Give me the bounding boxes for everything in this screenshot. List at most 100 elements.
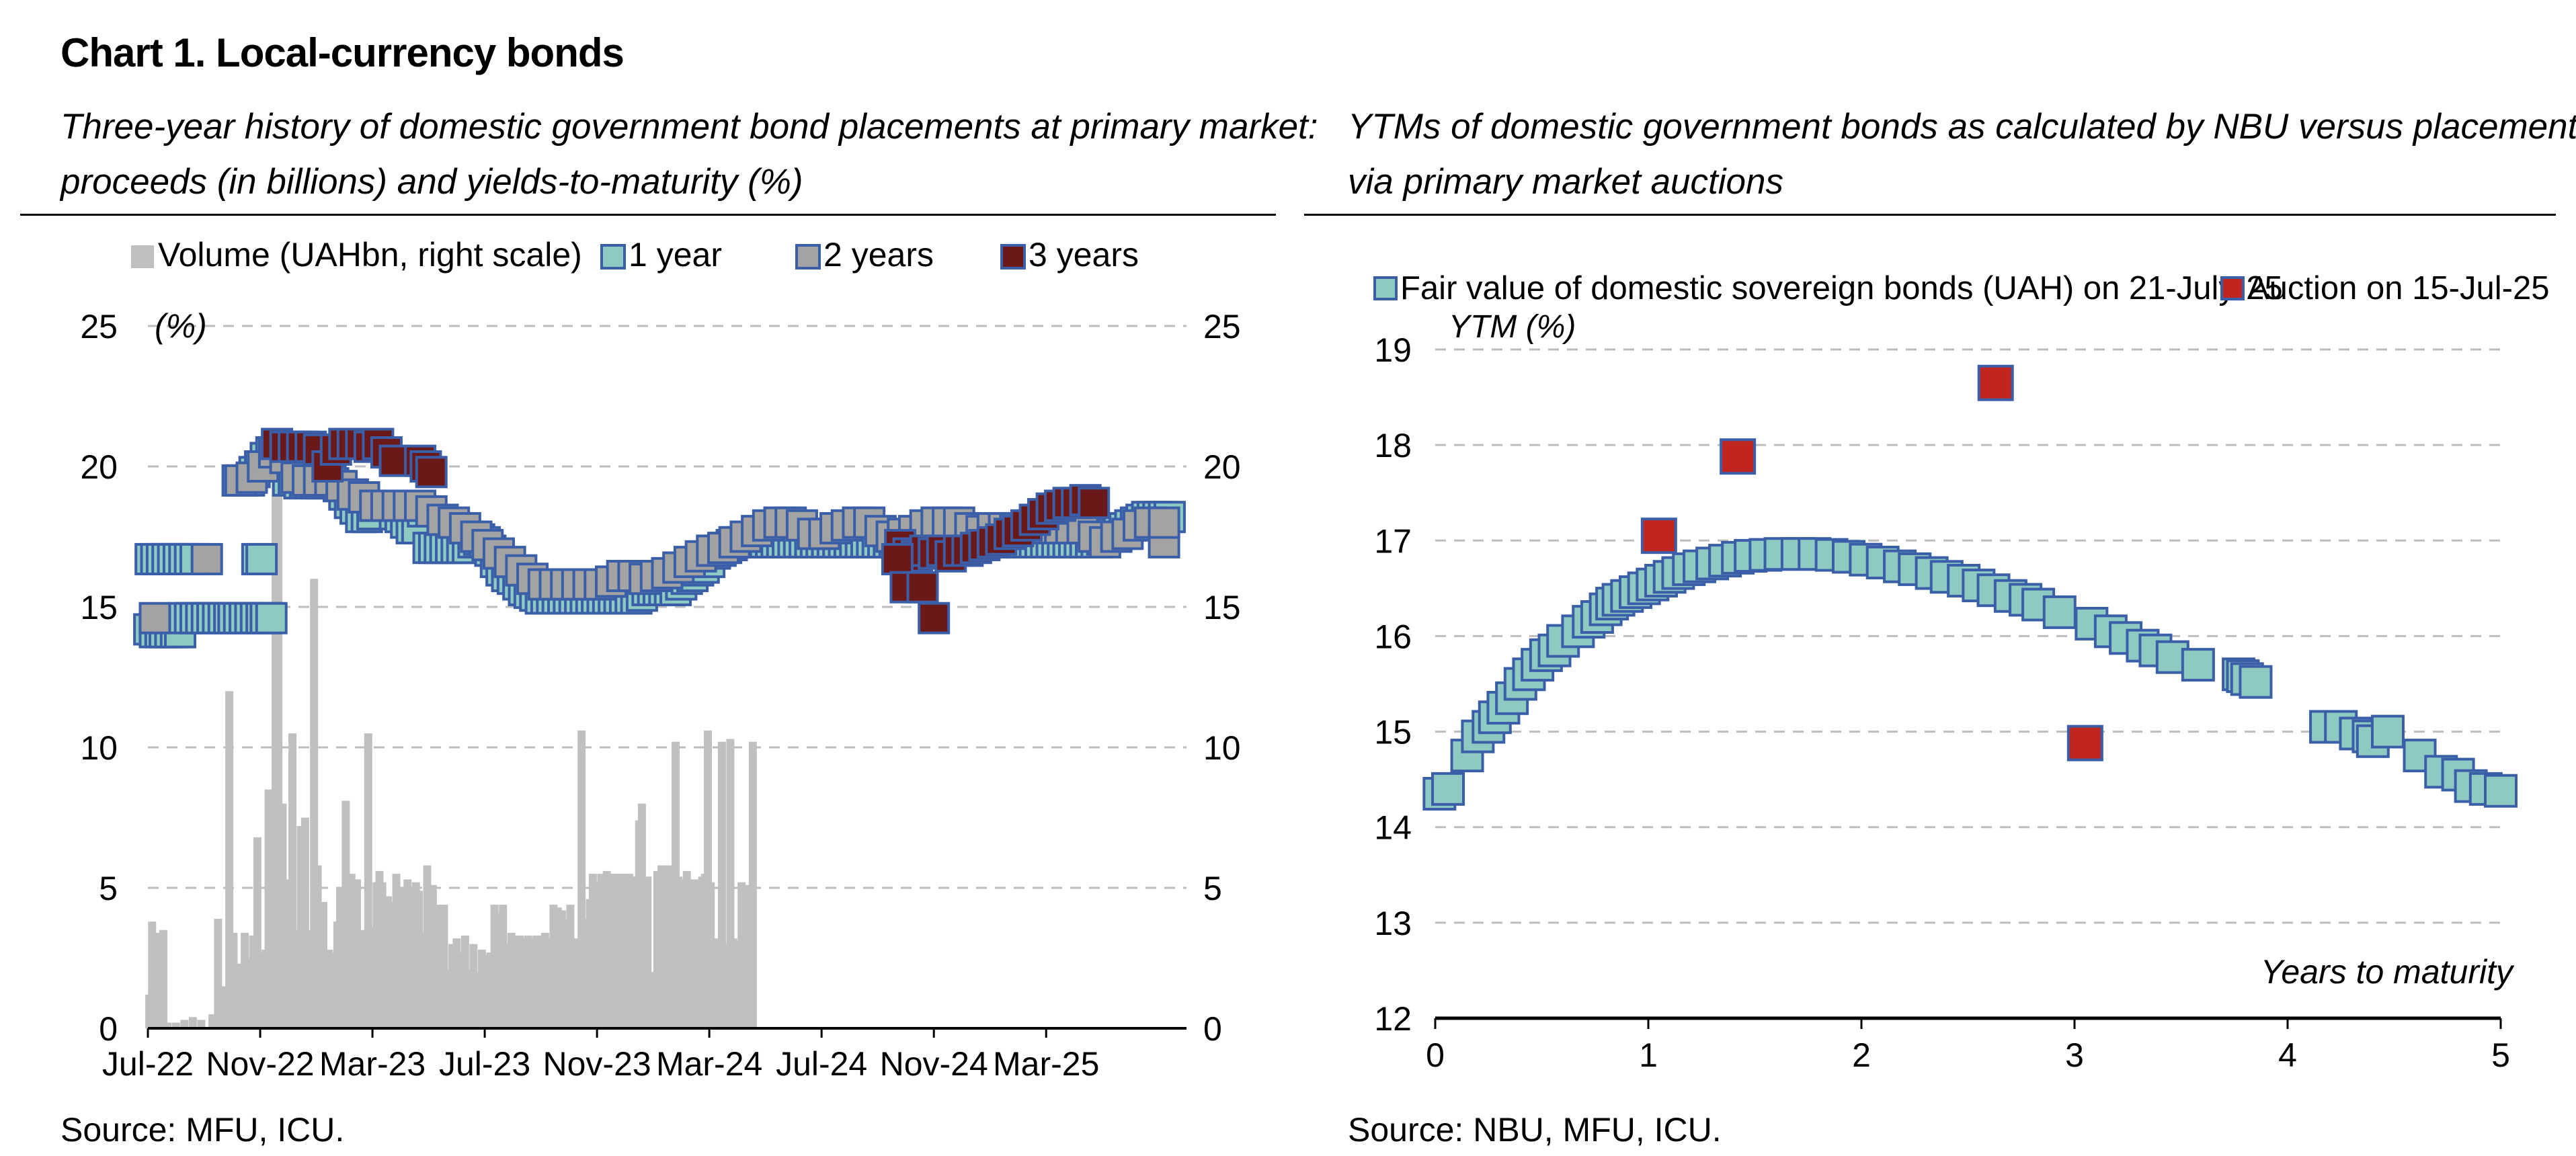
left-subtitle-line-2: proceeds (in billions) and yields-to-mat… xyxy=(61,162,803,202)
right-y-tick-label: 17 xyxy=(1374,522,1412,560)
legend-swatch xyxy=(1000,244,1026,270)
fair-value-marker xyxy=(2239,665,2273,699)
auction-marker xyxy=(1977,364,2014,401)
right-y-tick-label: 25 xyxy=(1203,308,1241,345)
right-x-axis-label: Years to maturity xyxy=(2261,953,2515,991)
right-y-tick-label: 16 xyxy=(1374,618,1412,655)
fair-value-marker xyxy=(2181,648,2215,682)
left-x-tick-label: Nov-24 xyxy=(880,1045,988,1083)
volume-bar xyxy=(180,1020,189,1028)
volume-bar xyxy=(159,930,167,1028)
left-x-tick-label: Mar-23 xyxy=(319,1045,426,1083)
right-y-axis-label: YTM (%) xyxy=(1449,309,1576,345)
left-subtitle-line-1: Three-year history of domestic governmen… xyxy=(61,107,1318,147)
auction-markers xyxy=(1640,364,2103,761)
volume-bar xyxy=(664,865,673,1028)
legend-label: 2 years xyxy=(823,236,934,274)
two-year-marker xyxy=(138,602,171,634)
one-year-marker xyxy=(255,602,288,634)
volume-bar xyxy=(171,1022,180,1028)
legend-swatch xyxy=(2220,276,2245,300)
legend-label: Auction on 15-Jul-25 xyxy=(2247,270,2549,306)
fair-value-marker xyxy=(1431,772,1465,806)
auction-marker xyxy=(2066,725,2103,761)
fair-value-marker xyxy=(2370,714,2405,749)
legend-label: 3 years xyxy=(1029,236,1139,274)
volume-bar xyxy=(188,1017,197,1028)
fair-value-markers xyxy=(1422,537,2518,811)
right-y-tick-label: 12 xyxy=(1374,1000,1412,1038)
three-year-marker xyxy=(918,602,951,634)
right-y-tick-label: 0 xyxy=(1203,1010,1222,1048)
left-y-tick-label: 15 xyxy=(80,589,118,626)
right-y-tick-label: 20 xyxy=(1203,448,1241,486)
right-x-tick-label: 2 xyxy=(1852,1036,1871,1074)
right-x-tick-label: 5 xyxy=(2491,1036,2510,1074)
two-year-marker xyxy=(1148,506,1180,539)
legend-swatch xyxy=(600,244,626,270)
right-y-tick-label: 14 xyxy=(1374,809,1412,847)
left-x-tick-label: Jul-22 xyxy=(102,1045,194,1083)
right-chart-subtitle: YTMs of domestic government bonds as cal… xyxy=(1348,99,2576,210)
right-y-tick-label: 5 xyxy=(1203,870,1222,907)
fair-value-marker xyxy=(2042,595,2077,629)
left-x-tick-label: Jul-24 xyxy=(776,1045,867,1083)
volume-bar xyxy=(214,918,223,1028)
right-x-tick-label: 1 xyxy=(1639,1036,1658,1074)
left-y-unit-label: (%) xyxy=(155,307,207,345)
left-y-tick-label: 25 xyxy=(80,308,118,345)
auction-marker xyxy=(1640,518,1677,554)
volume-bar xyxy=(163,1022,172,1028)
left-x-tick-label: Mar-25 xyxy=(993,1045,1099,1083)
right-subtitle-line-2: via primary market auctions xyxy=(1348,162,1783,202)
left-x-tick-label: Nov-23 xyxy=(543,1045,651,1083)
right-header-rule xyxy=(1304,214,2556,216)
left-y-tick-label: 20 xyxy=(80,448,118,486)
right-gridlines xyxy=(1435,348,2501,924)
left-gridlines xyxy=(148,325,1186,889)
left-x-tick-label: Jul-23 xyxy=(439,1045,530,1083)
legend-label: Fair value of domestic sovereign bonds (… xyxy=(1400,270,2283,306)
three-year-marker xyxy=(1078,487,1111,520)
left-legend: Volume (UAHbn, right scale) 1 year 2 years… xyxy=(131,236,1139,274)
three-year-marker xyxy=(906,571,939,604)
volume-bars xyxy=(145,438,757,1028)
right-x-tick-label: 4 xyxy=(2278,1036,2297,1074)
volume-bar xyxy=(748,741,757,1028)
right-x-tick-label: 0 xyxy=(1426,1036,1445,1074)
right-y-tick-label: 15 xyxy=(1203,589,1241,626)
two-year-marker xyxy=(190,542,223,575)
left-source-note: Source: MFU, ICU. xyxy=(61,1111,345,1149)
chart-title: Chart 1. Local-currency bonds xyxy=(61,30,625,75)
legend-label: 1 year xyxy=(629,236,722,274)
right-subtitle-line-1: YTMs of domestic government bonds as cal… xyxy=(1348,107,2576,147)
two-year-markers xyxy=(138,436,1180,634)
three-year-markers xyxy=(261,427,1111,634)
left-chart-subtitle: Three-year history of domestic governmen… xyxy=(61,99,1318,210)
three-year-marker xyxy=(415,456,448,489)
one-year-marker xyxy=(245,542,278,575)
right-y-tick-label: 10 xyxy=(1203,729,1241,767)
legend-swatch xyxy=(1373,276,1398,300)
right-x-tick-label: 3 xyxy=(2065,1036,2084,1074)
right-y-tick-label: 13 xyxy=(1374,905,1412,942)
left-header-rule xyxy=(20,214,1276,216)
right-source-note: Source: NBU, MFU, ICU. xyxy=(1348,1111,1722,1149)
right-legend: Fair value of domestic sovereign bonds (… xyxy=(1373,270,2549,306)
legend-swatch xyxy=(795,244,821,270)
right-y-tick-label: 19 xyxy=(1374,331,1412,369)
legend-swatch xyxy=(131,245,154,268)
left-y-tick-label: 10 xyxy=(80,729,118,767)
right-y-tick-label: 15 xyxy=(1374,714,1412,751)
left-y-tick-label: 0 xyxy=(99,1010,118,1048)
volume-bar xyxy=(197,1020,206,1028)
left-y-tick-label: 5 xyxy=(99,870,118,907)
auction-marker xyxy=(1720,438,1757,475)
legend-label: Volume (UAHbn, right scale) xyxy=(158,236,582,274)
volume-bar xyxy=(686,879,695,1028)
three-year-marker xyxy=(881,542,914,575)
fair-value-marker xyxy=(2484,774,2518,808)
left-x-tick-label: Mar-24 xyxy=(656,1045,762,1083)
